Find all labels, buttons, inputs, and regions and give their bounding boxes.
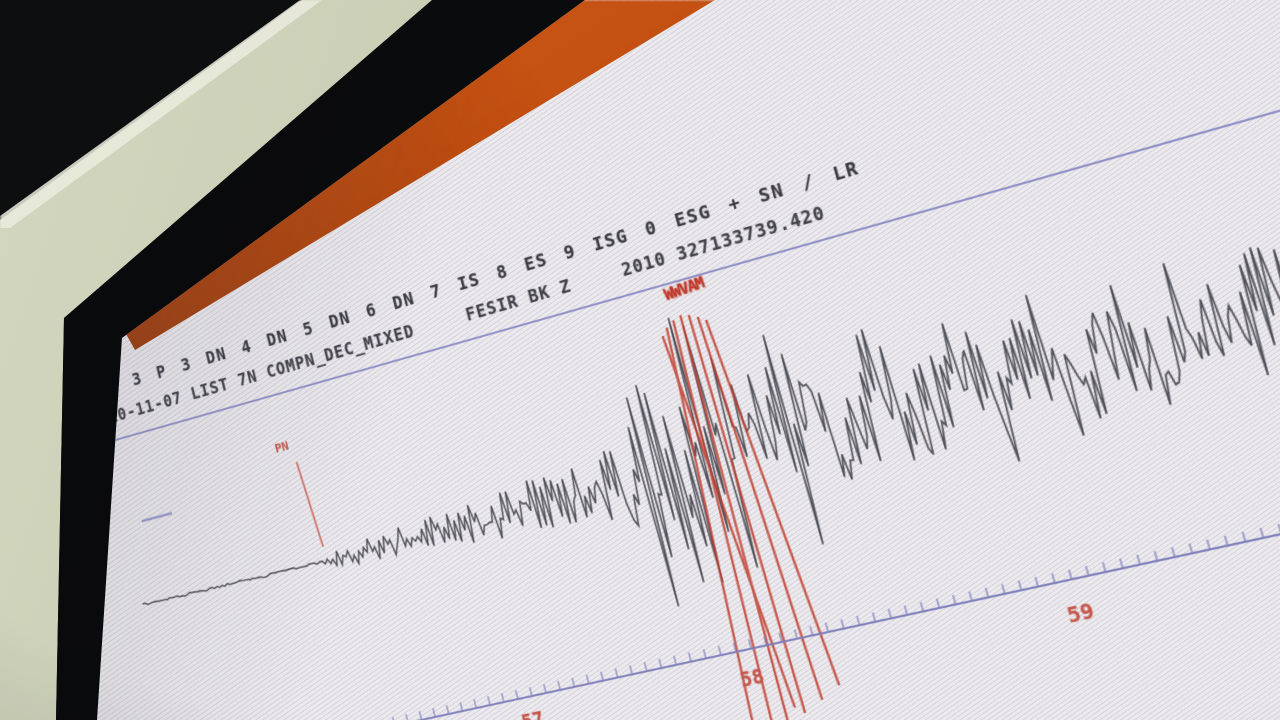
axis-tick xyxy=(406,714,408,720)
axis-tick xyxy=(921,602,923,611)
axis-tick xyxy=(615,669,617,677)
time-axis-ticks xyxy=(174,458,1280,720)
axis-tick xyxy=(889,609,891,618)
axis-tick xyxy=(704,649,706,658)
left-edge-tick xyxy=(142,513,172,521)
axis-tick xyxy=(1086,566,1089,575)
axis-tick xyxy=(1243,532,1246,541)
axis-tick xyxy=(674,656,676,665)
axis-tick xyxy=(810,626,812,635)
axis-tick xyxy=(905,606,907,615)
axis-tick xyxy=(644,662,646,670)
axis-tick xyxy=(1052,573,1055,582)
axis-tick xyxy=(826,623,828,632)
axis-tick xyxy=(558,681,560,689)
axis-tick xyxy=(529,687,533,696)
axis-tick xyxy=(1019,581,1022,590)
axis-tick xyxy=(1172,547,1175,556)
event-marker-line xyxy=(679,315,788,720)
axis-tick xyxy=(419,711,421,719)
axis-tick xyxy=(1260,528,1263,537)
axis-tick xyxy=(488,696,490,704)
axis-tick xyxy=(601,672,603,680)
axis-tick xyxy=(1189,543,1192,552)
event-marker-line xyxy=(698,311,823,704)
axis-tick xyxy=(659,659,661,668)
axis-tick xyxy=(433,708,435,716)
axis-tick xyxy=(1002,584,1005,593)
axis-tick xyxy=(795,629,797,638)
axis-tick xyxy=(937,599,939,608)
axis-tick xyxy=(1137,555,1140,564)
axis-tick xyxy=(719,646,721,655)
axis-tick xyxy=(502,693,504,701)
axis-tick xyxy=(841,619,843,628)
axis-tick xyxy=(953,595,955,604)
axis-tick xyxy=(1207,540,1210,549)
axis-tick xyxy=(873,612,875,621)
axis-tick xyxy=(1155,551,1158,560)
axis-tick xyxy=(1035,577,1038,586)
axis-tick xyxy=(572,678,574,686)
axis-tick xyxy=(1225,536,1228,545)
axis-tick xyxy=(689,653,691,662)
axis-tick xyxy=(586,675,588,683)
axis-tick xyxy=(474,699,476,707)
axis-tick xyxy=(986,588,988,597)
axis-tick xyxy=(1120,559,1123,568)
axis-tick xyxy=(1069,570,1072,579)
axis-tick xyxy=(1103,562,1106,571)
axis-tick xyxy=(447,705,449,713)
axis-tick xyxy=(969,591,971,600)
pn-pick-line xyxy=(297,461,324,548)
axis-tick xyxy=(460,702,462,710)
axis-tick xyxy=(544,684,546,692)
axis-tick xyxy=(857,616,859,625)
axis-tick xyxy=(630,665,632,673)
axis-tick xyxy=(516,690,518,698)
